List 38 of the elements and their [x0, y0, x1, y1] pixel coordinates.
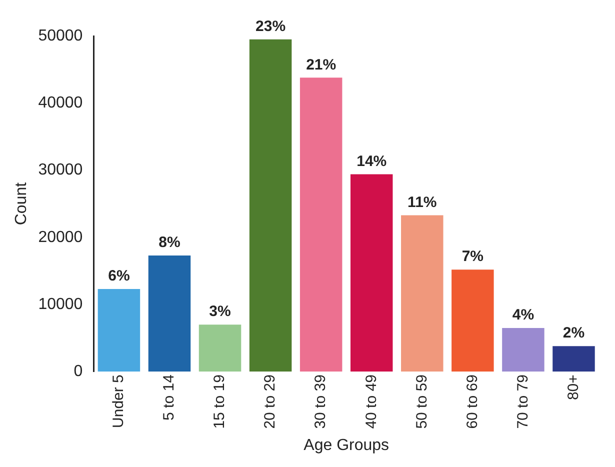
x-tick-label: 20 to 29: [262, 374, 279, 429]
y-tick-label: 40000: [38, 94, 83, 112]
x-tick-label: 70 to 79: [514, 374, 532, 429]
y-tick-label: 30000: [38, 162, 83, 179]
bar: [401, 215, 444, 372]
annotation: 6%: [108, 268, 130, 285]
bar: [198, 324, 242, 372]
bar: [452, 270, 494, 372]
annotation: 8%: [158, 234, 180, 252]
annotation: 11%: [408, 194, 437, 211]
bar: [552, 346, 595, 372]
x-tick-label: 40 to 49: [362, 374, 380, 429]
annotation: 7%: [462, 248, 484, 266]
x-tick-label: 5 to 14: [160, 374, 178, 420]
y-axis-title: Count: [13, 182, 30, 226]
bar: [98, 289, 140, 372]
annotation: 23%: [256, 18, 286, 35]
bar: [148, 255, 191, 372]
annotation: 2%: [562, 324, 585, 342]
y-tick-label: 0: [74, 362, 83, 380]
x-tick-label: 60 to 69: [464, 374, 481, 429]
x-tick-label: 50 to 59: [413, 374, 430, 429]
x-axis-title: Age Groups: [304, 436, 390, 454]
annotation: 3%: [209, 303, 231, 320]
x-tick-label: 15 to 19: [211, 374, 228, 429]
annotation: 14%: [356, 152, 387, 170]
bar: [502, 328, 544, 372]
y-tick-label: 10000: [38, 296, 83, 313]
bar: [350, 174, 393, 372]
y-tick-label: 20000: [38, 228, 83, 246]
x-tick-label: Under 5: [110, 374, 128, 428]
annotation: 4%: [512, 306, 534, 324]
x-tick-label: 30 to 39: [312, 374, 330, 429]
y-tick-label: 50000: [38, 27, 83, 44]
annotation: 21%: [306, 56, 336, 74]
bar: [249, 39, 292, 372]
x-tick-label: 80+: [564, 374, 582, 400]
bar: [300, 78, 342, 372]
